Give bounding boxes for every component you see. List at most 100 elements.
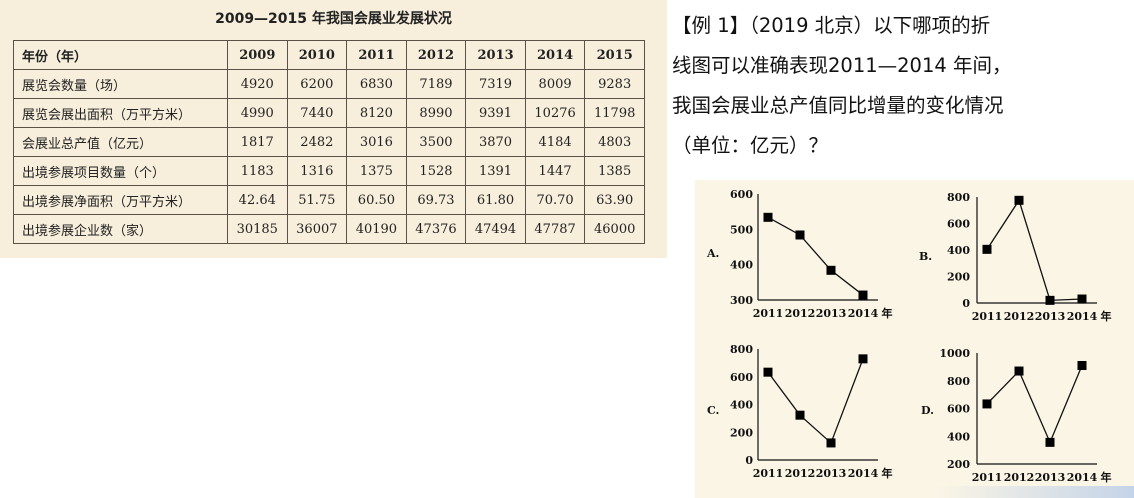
y-tick-label: 400 [947, 430, 970, 443]
y-tick-label: 500 [730, 223, 753, 236]
x-tick-label: 2012 [1004, 471, 1035, 484]
table-cell: 47787 [524, 214, 586, 244]
y-tick-label: 800 [947, 191, 970, 204]
table-cell: 69.73 [405, 185, 467, 215]
y-tick-label: 200 [947, 271, 970, 284]
x-tick-label: 2012 [1004, 310, 1035, 323]
table-cell: 51.75 [286, 185, 348, 215]
series-line [986, 365, 1083, 445]
table-cell: 8990 [405, 98, 467, 128]
data-point-marker [1014, 195, 1024, 205]
table-cell: 1817 [227, 127, 288, 157]
x-tick-label: 2014 [1067, 471, 1098, 484]
header-year-cell: 2014 [524, 40, 586, 70]
data-point-marker [795, 230, 805, 240]
row-label-cell: 展览会数量（场） [13, 69, 228, 99]
table-cell: 6200 [286, 69, 348, 99]
table-cell: 42.64 [227, 185, 288, 215]
option-label: D. [921, 404, 934, 417]
table-cell: 8120 [346, 98, 407, 128]
option-label: A. [706, 247, 719, 260]
table-cell: 70.70 [524, 185, 586, 215]
option-label: C. [707, 404, 719, 417]
table-cell: 1391 [465, 156, 526, 186]
header-year-cell: 2010 [286, 40, 348, 70]
data-point-marker [858, 354, 868, 364]
series-line [767, 358, 864, 445]
table-cell: 1183 [227, 156, 288, 186]
y-tick-label: 400 [730, 399, 753, 412]
x-tick-label: 2013 [1035, 310, 1066, 323]
table-cell: 47376 [405, 214, 467, 244]
x-tick-label: 2012 [785, 307, 816, 320]
data-point-marker [1045, 295, 1055, 305]
x-tick-label: 2011 [972, 471, 1003, 484]
table-row: 出境参展项目数量（个） 1183 1316 1375 1528 1391 1447 1385 [13, 156, 645, 186]
y-tick-label: 1000 [939, 347, 970, 360]
question-line: 【例 1】（2019 北京）以下哪项的折 [672, 14, 991, 37]
table-cell: 60.50 [346, 185, 407, 215]
table-row: 出境参展企业数（家） 30185 36007 40190 47376 47494 47787… [13, 214, 645, 244]
x-tick-label: 2014 [848, 467, 879, 480]
table-cell: 10276 [524, 98, 586, 128]
table-cell: 46000 [584, 214, 645, 244]
table-cell: 1528 [405, 156, 467, 186]
y-tick-label: 800 [730, 343, 753, 356]
table-cell: 11798 [584, 98, 645, 128]
data-point-marker [1014, 366, 1024, 376]
row-label-cell: 会展业总产值（亿元） [13, 127, 228, 157]
table-row: 出境参展净面积（万平方米） 42.64 51.75 60.50 69.73 61.80 70… [13, 185, 645, 215]
table-cell: 4990 [227, 98, 288, 128]
decorative-corner [935, 486, 1134, 498]
x-tick-label: 2011 [753, 467, 784, 480]
table-title: 2009—2015 年我国会展业发展状况 [215, 11, 452, 27]
y-tick-label: 200 [730, 426, 753, 439]
x-tick-label: 2014 [848, 307, 879, 320]
y-tick-label: 800 [947, 375, 970, 388]
x-tick-label: 2011 [753, 307, 784, 320]
option-label: B. [919, 250, 932, 263]
table-cell: 30185 [227, 214, 288, 244]
table-cell: 3016 [346, 127, 407, 157]
x-tick-label: 2013 [1035, 471, 1066, 484]
data-point-marker [826, 438, 836, 448]
question-line: 线图可以准确表现2011—2014 年间， [672, 54, 1012, 77]
data-point-marker [858, 290, 868, 300]
table-row: 展览会数量（场） 4920 6200 6830 7189 7319 8009 9283 [13, 69, 645, 99]
table-cell: 47494 [465, 214, 526, 244]
table-cell: 1375 [346, 156, 407, 186]
data-point-marker [1077, 294, 1087, 304]
table-cell: 1385 [584, 156, 645, 186]
x-unit-label: 年 [882, 466, 893, 480]
table-cell: 3870 [465, 127, 526, 157]
data-point-marker [763, 367, 773, 377]
table-row: 展览会展出面积（万平方米） 4990 7440 8120 8990 9391 10276 11… [13, 98, 645, 128]
x-tick-label: 2012 [785, 467, 816, 480]
series-line [767, 216, 864, 296]
data-point-marker [826, 265, 836, 275]
header-year-cell: 2012 [405, 40, 467, 70]
table-cell: 36007 [286, 214, 348, 244]
y-tick-label: 0 [962, 297, 970, 310]
data-point-marker [982, 399, 992, 409]
table-cell: 6830 [346, 69, 407, 99]
table-cell: 3500 [405, 127, 467, 157]
x-unit-label: 年 [1101, 309, 1112, 323]
y-tick-label: 400 [947, 244, 970, 257]
table-cell: 63.90 [584, 185, 645, 215]
row-label-cell: 展览会展出面积（万平方米） [13, 98, 228, 128]
table-row: 会展业总产值（亿元） 1817 2482 3016 3500 3870 4184 4803 [13, 127, 645, 157]
table-cell: 61.80 [465, 185, 526, 215]
header-year-cell: 2013 [465, 40, 526, 70]
header-year-cell: 2011 [346, 40, 407, 70]
data-point-marker [763, 212, 773, 222]
table-cell: 9391 [465, 98, 526, 128]
table-cell: 4184 [524, 127, 586, 157]
table-cell: 1447 [524, 156, 586, 186]
question-line: （单位：亿元）？ [672, 134, 829, 157]
y-tick-label: 600 [730, 371, 753, 384]
table-cell: 7189 [405, 69, 467, 99]
data-table: 年份（年） 2009 2010 2011 2012 2013 2014 2015 展览会数量（场… [13, 40, 645, 244]
table-cell: 7440 [286, 98, 348, 128]
